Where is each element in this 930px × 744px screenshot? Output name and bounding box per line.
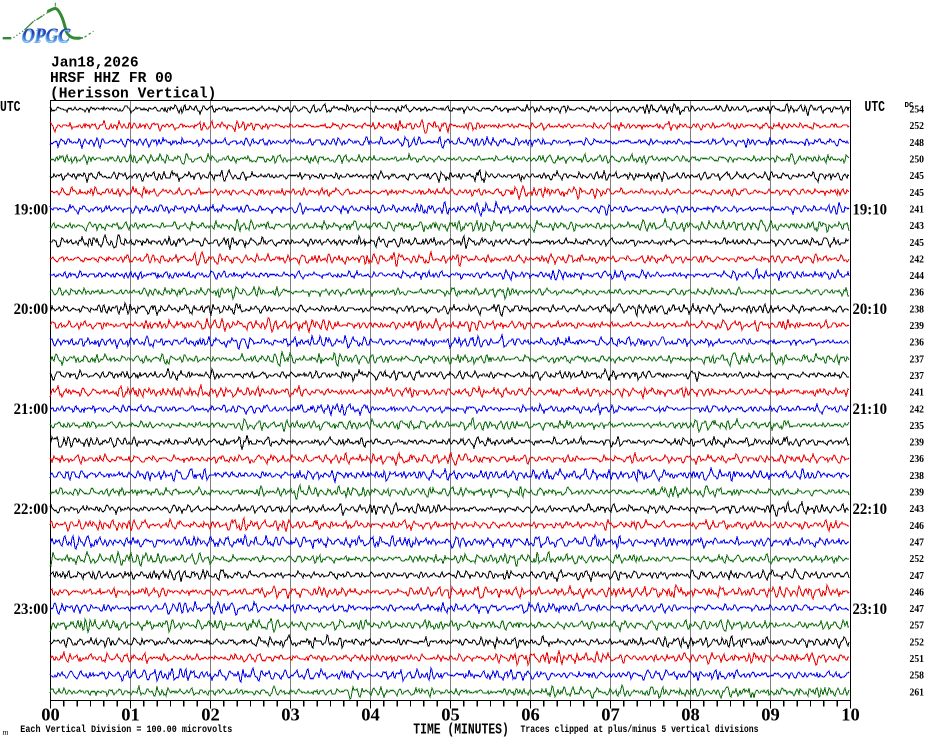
svg-text:250: 250 xyxy=(910,155,925,166)
svg-text:245: 245 xyxy=(910,171,925,182)
svg-text:OPGC: OPGC xyxy=(22,26,71,47)
svg-text:Traces clipped at plus/minus 5: Traces clipped at plus/minus 5 vertical … xyxy=(521,724,759,735)
svg-text:TIME (MINUTES): TIME (MINUTES) xyxy=(413,722,509,739)
svg-text:237: 237 xyxy=(910,354,925,365)
svg-text:235: 235 xyxy=(910,421,925,432)
svg-text:09: 09 xyxy=(761,705,780,725)
svg-text:07: 07 xyxy=(601,705,620,725)
svg-text:242: 242 xyxy=(910,404,925,415)
svg-text:251: 251 xyxy=(910,654,925,665)
svg-text:06: 06 xyxy=(521,705,540,725)
svg-text:239: 239 xyxy=(910,488,925,499)
svg-text:22:10: 22:10 xyxy=(853,501,888,518)
svg-text:252: 252 xyxy=(910,554,925,565)
svg-text:00: 00 xyxy=(41,705,60,725)
svg-text:239: 239 xyxy=(910,438,925,449)
svg-text:03: 03 xyxy=(281,705,300,725)
svg-text:241: 241 xyxy=(910,388,925,399)
svg-text:254: 254 xyxy=(910,105,925,116)
svg-text:02: 02 xyxy=(201,705,220,725)
svg-text:05: 05 xyxy=(441,705,460,725)
svg-text:UTC: UTC xyxy=(865,99,886,116)
svg-text:Jan18,2026: Jan18,2026 xyxy=(51,56,139,72)
svg-text:(Herisson Vertical): (Herisson Vertical) xyxy=(50,87,216,103)
svg-text:246: 246 xyxy=(910,587,925,598)
svg-text:247: 247 xyxy=(910,571,925,582)
svg-text:247: 247 xyxy=(910,538,925,549)
svg-text:m: m xyxy=(3,728,9,737)
svg-text:239: 239 xyxy=(910,321,925,332)
svg-text:UTC: UTC xyxy=(0,99,21,116)
svg-text:238: 238 xyxy=(910,471,925,482)
svg-text:OPGC: OPGC xyxy=(21,27,70,48)
svg-text:DC: DC xyxy=(905,102,915,110)
svg-text:HRSF HHZ FR 00: HRSF HHZ FR 00 xyxy=(50,71,173,87)
svg-text:Each Vertical Division = 100.: Each Vertical Division = 100.00 microvol… xyxy=(20,724,232,735)
svg-text:247: 247 xyxy=(910,604,925,615)
svg-text:23:00: 23:00 xyxy=(14,601,49,618)
svg-text:243: 243 xyxy=(910,221,925,232)
svg-text:23:10: 23:10 xyxy=(853,601,888,618)
svg-text:20:00: 20:00 xyxy=(14,301,49,318)
svg-text:252: 252 xyxy=(910,637,925,648)
svg-text:252: 252 xyxy=(910,121,925,132)
svg-text:04: 04 xyxy=(361,705,380,725)
svg-text:241: 241 xyxy=(910,205,925,216)
svg-text:19:10: 19:10 xyxy=(853,201,888,218)
svg-text:236: 236 xyxy=(910,338,925,349)
svg-text:243: 243 xyxy=(910,504,925,515)
svg-text:21:00: 21:00 xyxy=(14,401,49,418)
svg-text:10: 10 xyxy=(841,705,860,725)
svg-text:19:00: 19:00 xyxy=(14,201,49,218)
svg-text:01: 01 xyxy=(121,705,140,725)
svg-text:236: 236 xyxy=(910,288,925,299)
svg-text:21:10: 21:10 xyxy=(853,401,888,418)
svg-text:08: 08 xyxy=(681,705,700,725)
svg-text:245: 245 xyxy=(910,188,925,199)
svg-text:257: 257 xyxy=(910,621,925,632)
svg-text:238: 238 xyxy=(910,304,925,315)
svg-text:258: 258 xyxy=(910,671,925,682)
svg-text:261: 261 xyxy=(910,687,925,698)
svg-text:244: 244 xyxy=(910,271,925,282)
svg-text:242: 242 xyxy=(910,254,925,265)
svg-text:245: 245 xyxy=(910,238,925,249)
svg-text:246: 246 xyxy=(910,521,925,532)
svg-text:237: 237 xyxy=(910,371,925,382)
svg-text:236: 236 xyxy=(910,454,925,465)
svg-text:248: 248 xyxy=(910,138,925,149)
svg-text:20:10: 20:10 xyxy=(853,301,888,318)
svg-text:22:00: 22:00 xyxy=(14,501,49,518)
